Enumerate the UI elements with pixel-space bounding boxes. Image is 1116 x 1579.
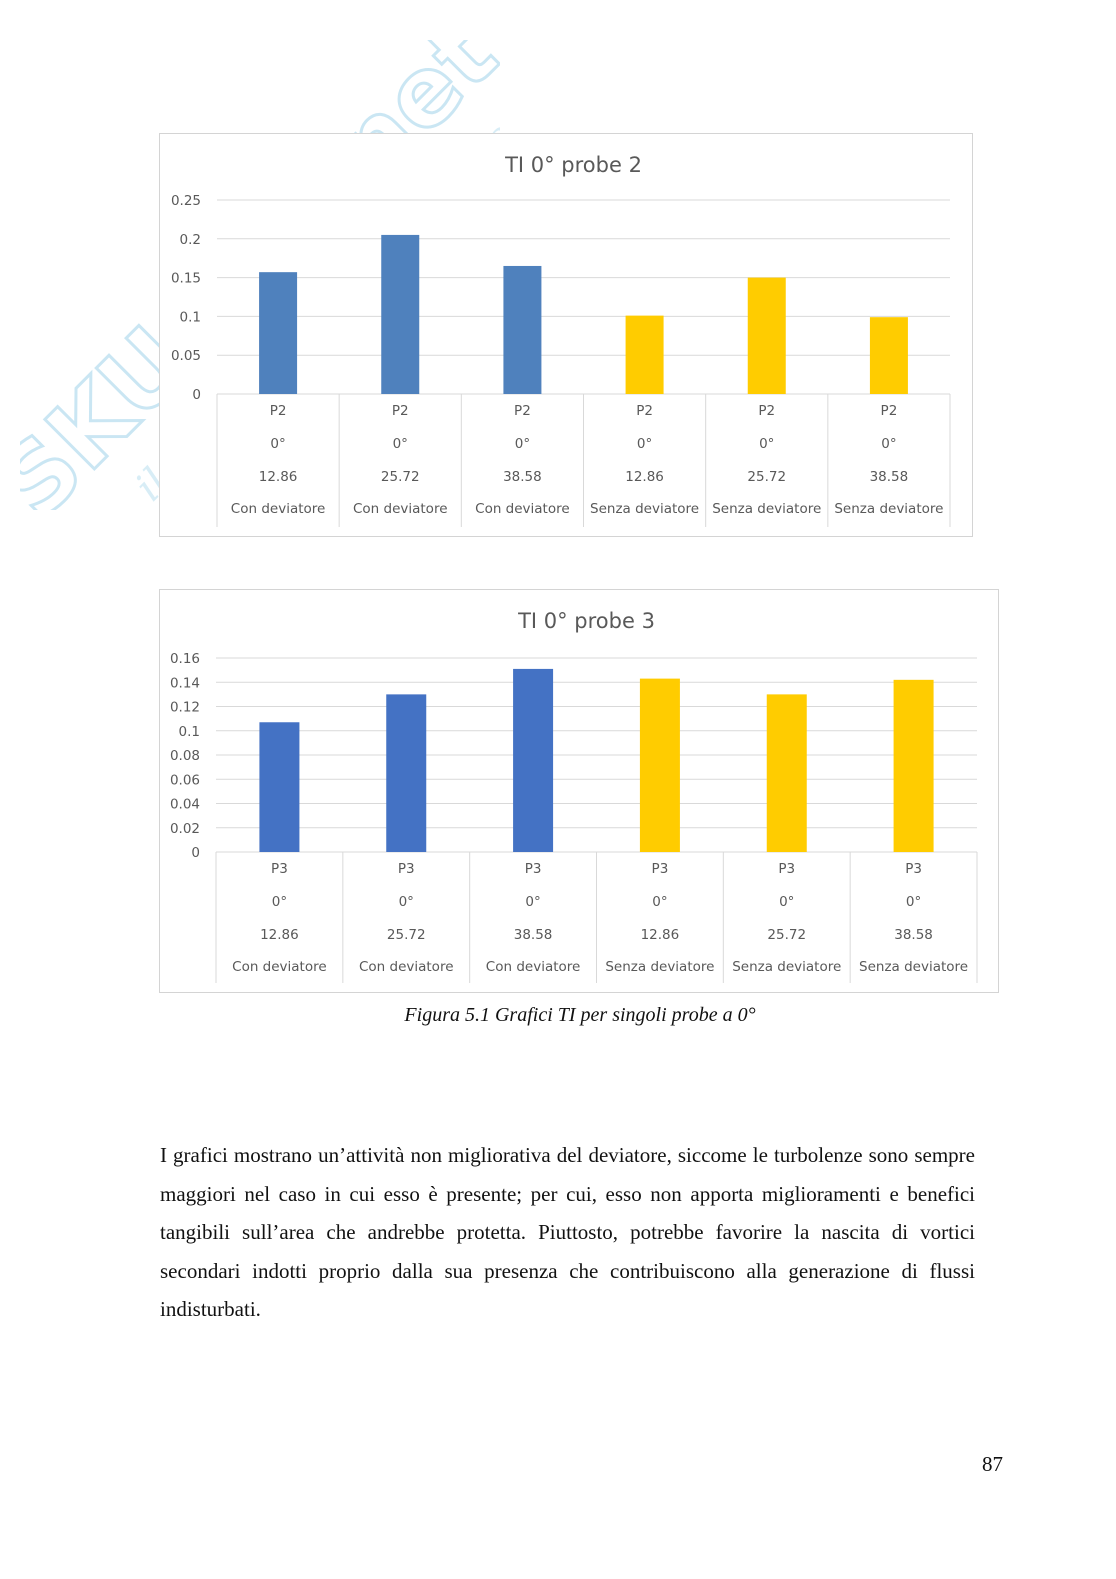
- category-label: 38.58: [870, 469, 909, 485]
- category-label: 25.72: [381, 469, 420, 485]
- category-label: P3: [905, 861, 922, 877]
- category-label: Senza deviatore: [712, 501, 821, 517]
- category-label: P2: [881, 403, 898, 419]
- y-tick-label: 0.1: [179, 724, 200, 740]
- category-label: Con deviatore: [475, 501, 570, 517]
- y-tick-label: 0.06: [170, 772, 200, 788]
- body-paragraph: I grafici mostrano un’attività non migli…: [160, 1143, 975, 1322]
- chart-probe-3: TI 0° probe 3 0 0.02 0.04 0.06 0.08 0.1 0.12 0.1…: [159, 589, 999, 993]
- category-label: 0°: [399, 894, 414, 910]
- bar: [639, 678, 680, 852]
- y-tick-label: 0.15: [171, 271, 201, 287]
- bar: [869, 317, 908, 394]
- category-label: 38.58: [514, 927, 553, 943]
- chart-title: TI 0° probe 3: [517, 609, 655, 633]
- y-tick-label: 0.16: [170, 651, 200, 667]
- y-tick-label: 0: [192, 387, 201, 403]
- category-label: P3: [398, 861, 415, 877]
- category-label: 0°: [272, 894, 287, 910]
- bar: [625, 315, 664, 394]
- category-label: 25.72: [387, 927, 426, 943]
- figure-caption: Figura 5.1 Grafici TI per singoli probe …: [404, 1004, 756, 1026]
- category-label: P2: [758, 403, 775, 419]
- category-label: 0°: [525, 894, 540, 910]
- category-label: P2: [514, 403, 531, 419]
- y-tick-label: 0.12: [170, 700, 200, 716]
- bar: [381, 234, 420, 394]
- y-tick-label: 0.1: [180, 309, 201, 325]
- category-label: 0°: [637, 436, 652, 452]
- chart-probe-3-svg: TI 0° probe 3 0 0.02 0.04 0.06 0.08 0.1 0.12 0.1…: [170, 609, 978, 983]
- category-label: 0°: [881, 436, 896, 452]
- bar: [503, 265, 542, 394]
- category-label: 38.58: [894, 927, 933, 943]
- category-label: Senza deviatore: [834, 501, 943, 517]
- category-label: 12.86: [641, 927, 680, 943]
- bar: [386, 694, 427, 852]
- category-label: P3: [652, 861, 669, 877]
- category-label: P3: [271, 861, 288, 877]
- category-label: 0°: [270, 436, 285, 452]
- category-label: 0°: [652, 894, 667, 910]
- category-label: 0°: [906, 894, 921, 910]
- category-label: Senza deviatore: [732, 959, 841, 975]
- chart-probe-2: TI 0° probe 2 0 0.05 0.1 0.15 0.2 0.25 P2 0° 12.8…: [159, 133, 973, 537]
- y-tick-label: 0.14: [170, 675, 200, 691]
- bar: [747, 277, 786, 394]
- category-label: P2: [392, 403, 409, 419]
- y-tick-label: 0.02: [170, 821, 200, 837]
- y-tick-label: 0.25: [171, 193, 201, 209]
- y-tick-label: 0: [191, 845, 200, 861]
- bar: [893, 679, 934, 852]
- category-label: P3: [525, 861, 542, 877]
- page-number: 87: [982, 1452, 1003, 1476]
- category-label: Con deviatore: [232, 959, 327, 975]
- chart-probe-2-svg: TI 0° probe 2 0 0.05 0.1 0.15 0.2 0.25 P2 0° 12.8…: [171, 153, 951, 527]
- category-label: 0°: [779, 894, 794, 910]
- category-label: P3: [778, 861, 795, 877]
- category-label: 25.72: [747, 469, 786, 485]
- category-label: 0°: [393, 436, 408, 452]
- category-label: Con deviatore: [231, 501, 326, 517]
- category-label: Senza deviatore: [590, 501, 699, 517]
- y-tick-label: 0.04: [170, 797, 200, 813]
- category-label: 12.86: [260, 927, 299, 943]
- category-label: Con deviatore: [353, 501, 448, 517]
- category-label: 12.86: [259, 469, 298, 485]
- y-tick-label: 0.05: [171, 348, 201, 364]
- bar: [259, 722, 300, 852]
- bar: [766, 694, 807, 852]
- bar: [259, 272, 298, 394]
- category-label: Con deviatore: [486, 959, 581, 975]
- category-label: 12.86: [625, 469, 664, 485]
- category-label: P2: [636, 403, 653, 419]
- category-label: Senza deviatore: [605, 959, 714, 975]
- category-label: 38.58: [503, 469, 542, 485]
- category-label: Con deviatore: [359, 959, 454, 975]
- y-tick-label: 0.08: [170, 748, 200, 764]
- chart-title: TI 0° probe 2: [504, 153, 642, 177]
- category-label: P2: [270, 403, 287, 419]
- category-label: 0°: [759, 436, 774, 452]
- y-tick-label: 0.2: [180, 232, 201, 248]
- category-label: 25.72: [767, 927, 806, 943]
- bar: [513, 668, 554, 852]
- category-label: 0°: [515, 436, 530, 452]
- category-label: Senza deviatore: [859, 959, 968, 975]
